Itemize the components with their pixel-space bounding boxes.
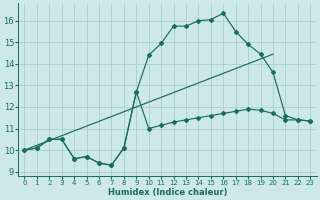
- X-axis label: Humidex (Indice chaleur): Humidex (Indice chaleur): [108, 188, 227, 197]
